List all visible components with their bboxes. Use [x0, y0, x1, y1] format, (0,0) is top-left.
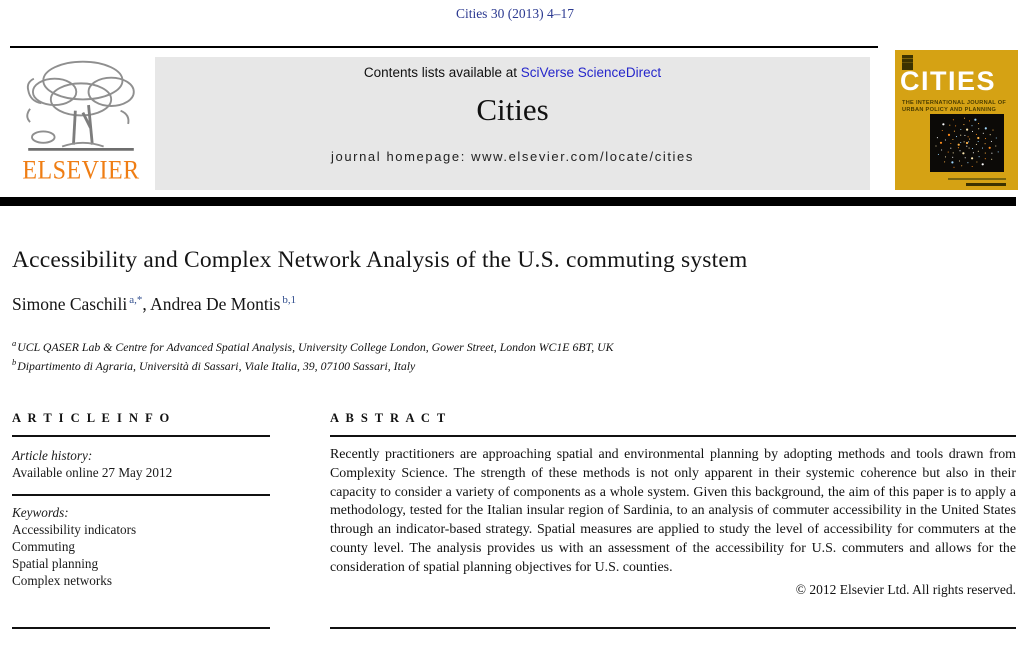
elsevier-wordmark: ELSEVIER — [22, 156, 140, 185]
keyword: Spatial planning — [12, 555, 99, 571]
author-name: Andrea De Montis — [150, 294, 281, 314]
cover-subtitle-line2: URBAN POLICY AND PLANNING — [902, 107, 997, 113]
cover-fineprint-line — [948, 178, 1006, 180]
article-history-label: Article history: — [12, 448, 93, 463]
keyword: Commuting — [12, 538, 76, 554]
journal-citation: Cities 30 (2013) 4–17 — [455, 6, 575, 21]
copyright-notice: © 2012 Elsevier Ltd. All rights reserved… — [795, 581, 1016, 597]
keyword: Complex networks — [12, 572, 112, 588]
author-separator: , — [142, 294, 151, 314]
keyword: Accessibility indicators — [12, 521, 137, 537]
header-divider-bar — [0, 197, 1016, 206]
available-online-date: Available online 27 May 2012 — [12, 465, 173, 480]
journal-header-box: Contents lists available at SciVerse Sci… — [155, 57, 870, 190]
keywords-label: Keywords: — [12, 504, 69, 520]
abstract-heading: A B S T R A C T — [330, 411, 448, 425]
contents-line: Contents lists available at SciVerse Sci… — [155, 57, 870, 80]
cover-subtitle: THE INTERNATIONAL JOURNAL OF URBAN POLIC… — [902, 100, 1006, 114]
article-info-mid-rule — [12, 494, 270, 496]
journal-homepage-link[interactable]: journal homepage: www.elsevier.com/locat… — [331, 149, 694, 164]
affiliation-text: UCL QASER Lab & Centre for Advanced Spat… — [17, 339, 614, 354]
cover-publisher-mark-icon — [902, 55, 913, 70]
author-name: Simone Caschili — [12, 294, 128, 314]
affiliation-marker: a — [12, 338, 17, 348]
journal-title: Cities — [476, 92, 549, 127]
journal-cover: CITIES THE INTERNATIONAL JOURNAL OF URBA… — [895, 50, 1018, 190]
sciverse-sciencedirect-link[interactable]: SciVerse ScienceDirect — [520, 65, 662, 80]
cover-subtitle-line1: THE INTERNATIONAL JOURNAL OF — [902, 100, 1007, 106]
article-title: Accessibility and Complex Network Analys… — [12, 247, 748, 273]
author-affiliation-marker: a,* — [129, 294, 143, 307]
affiliations: aUCL QASER Lab & Centre for Advanced Spa… — [12, 336, 614, 375]
cover-city-lights-image — [930, 114, 1004, 172]
elsevier-logo: ELSEVIER — [10, 54, 152, 190]
elsevier-tree-icon — [26, 60, 135, 151]
contents-prefix: Contents lists available at — [363, 65, 521, 80]
article-info-rule — [12, 435, 270, 437]
abstract-text: Recently practitioners are approaching s… — [330, 447, 1016, 575]
top-rule — [10, 46, 878, 48]
cover-fineprint-line — [966, 183, 1006, 186]
abstract-section: A B S T R A C T Recently practitioners a… — [330, 411, 1016, 629]
article-info-heading: A R T I C L E I N F O — [12, 411, 172, 425]
affiliation-line: bDipartimento di Agraria, Università di … — [12, 355, 614, 374]
cover-title: CITIES — [900, 66, 997, 96]
affiliation-line: aUCL QASER Lab & Centre for Advanced Spa… — [12, 336, 614, 355]
article-info-section: A R T I C L E I N F O Article history: A… — [12, 411, 270, 629]
affiliation-text: Dipartimento di Agraria, Università di S… — [17, 359, 416, 374]
abstract-rule — [330, 435, 1016, 437]
author-affiliation-marker: b,1 — [282, 294, 297, 307]
affiliation-marker: b — [12, 357, 17, 368]
author-line: Simone Caschili a,*, Andrea De Montis b,1 — [12, 294, 296, 315]
